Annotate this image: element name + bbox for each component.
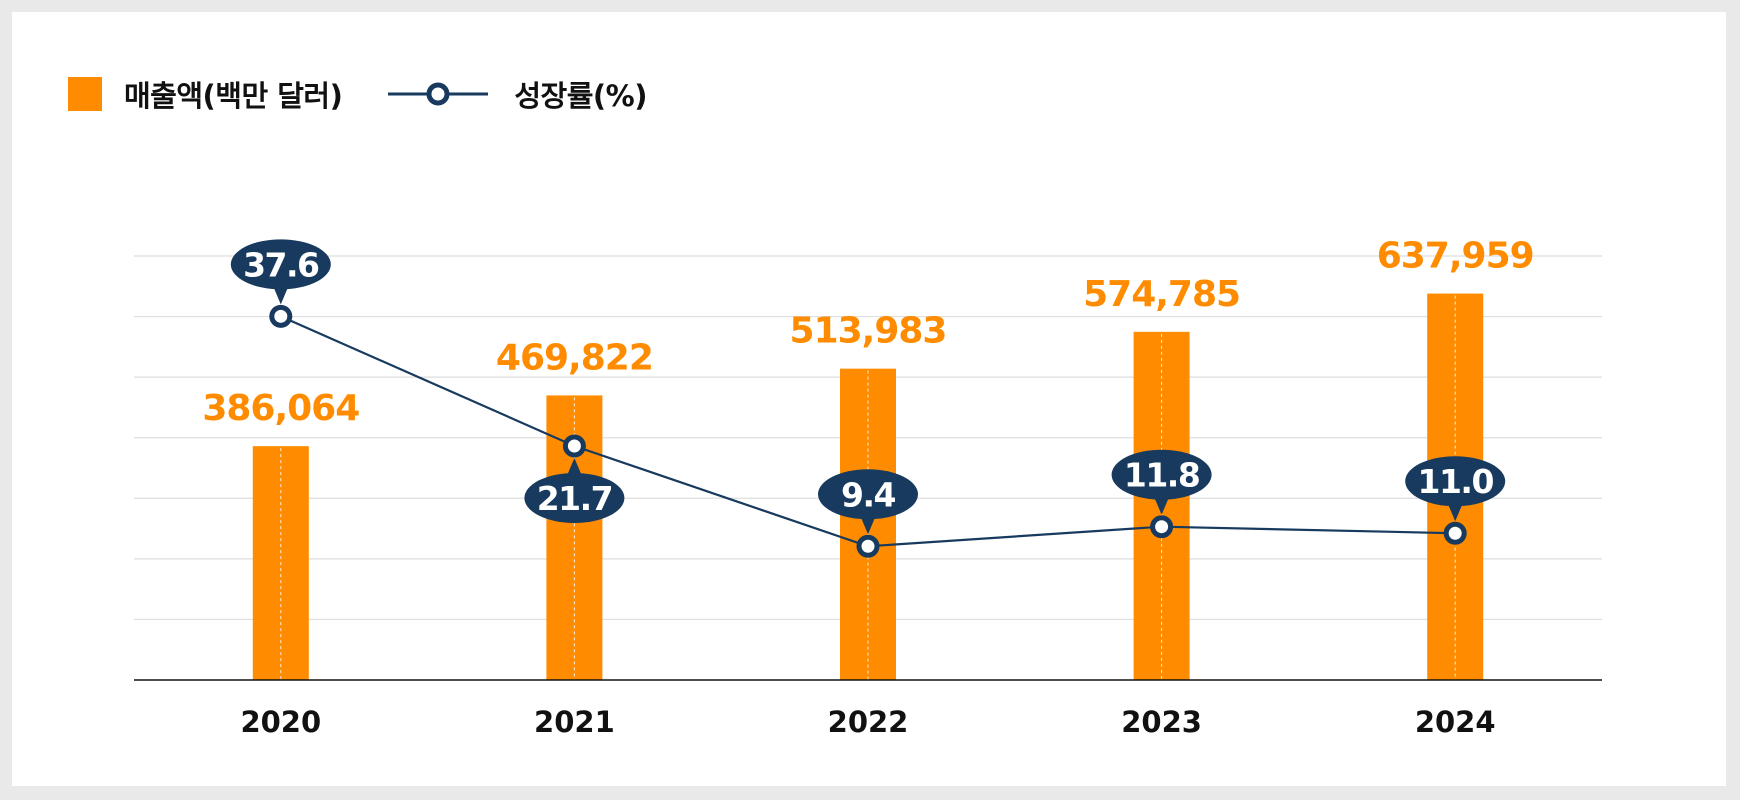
x-tick-label: 2020 [240, 705, 321, 739]
legend-label-growth: 성장률(%) [514, 79, 647, 113]
growth-value-label: 37.6 [243, 245, 319, 284]
growth-point [562, 434, 586, 458]
growth-label-bubble [230, 239, 331, 290]
growth-label-bubble [1405, 456, 1506, 507]
legend-item-growth: 성장률(%) [388, 73, 647, 115]
growth-label-pointer [566, 457, 583, 477]
x-tick-label: 2023 [1121, 705, 1202, 739]
growth-label-pointer [1447, 502, 1464, 522]
growth-point [856, 534, 880, 558]
growth-label-pointer [1153, 495, 1170, 515]
bar-value-label: 513,983 [790, 311, 947, 352]
growth-label-bubble [1111, 449, 1212, 500]
bar-value-label: 574,785 [1083, 274, 1240, 315]
bar-value-label: 469,822 [496, 337, 653, 378]
legend: 매출액(백만 달러) 성장률(%) [68, 72, 693, 116]
x-tick-label: 2024 [1415, 705, 1496, 739]
legend-line-marker-icon [388, 82, 489, 106]
growth-value-label: 11.0 [1417, 462, 1493, 501]
growth-value-label: 9.4 [841, 475, 895, 514]
growth-point [269, 304, 293, 328]
x-tick-label: 2022 [828, 705, 909, 739]
legend-swatch-bar [68, 77, 102, 111]
growth-label-pointer [860, 515, 876, 535]
legend-label-revenue: 매출액(백만 달러) [124, 79, 343, 113]
growth-value-label: 11.8 [1124, 456, 1199, 495]
x-tick-label: 2021 [534, 705, 615, 739]
growth-label-bubble [818, 469, 918, 520]
growth-point [1150, 515, 1174, 539]
bar-value-label: 637,959 [1377, 236, 1534, 277]
bar-value-label: 386,064 [202, 388, 359, 429]
growth-point [1443, 521, 1467, 545]
growth-label-bubble [524, 472, 625, 523]
growth-value-label: 21.7 [537, 479, 612, 518]
growth-label-pointer [272, 285, 289, 305]
legend-item-revenue: 매출액(백만 달러) [68, 73, 343, 115]
